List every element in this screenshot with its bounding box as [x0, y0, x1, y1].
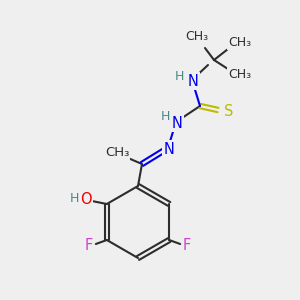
- Text: N: N: [172, 116, 182, 130]
- Text: N: N: [164, 142, 174, 157]
- Text: F: F: [85, 238, 93, 253]
- Text: N: N: [188, 74, 198, 88]
- Text: F: F: [183, 238, 191, 253]
- Text: H: H: [70, 193, 80, 206]
- Text: CH₃: CH₃: [185, 29, 208, 43]
- Text: H: H: [160, 110, 170, 122]
- Text: O: O: [80, 191, 92, 206]
- Text: CH₃: CH₃: [228, 35, 252, 49]
- Text: CH₃: CH₃: [105, 146, 129, 158]
- Text: S: S: [224, 104, 234, 119]
- Text: H: H: [174, 70, 184, 83]
- Text: CH₃: CH₃: [228, 68, 252, 80]
